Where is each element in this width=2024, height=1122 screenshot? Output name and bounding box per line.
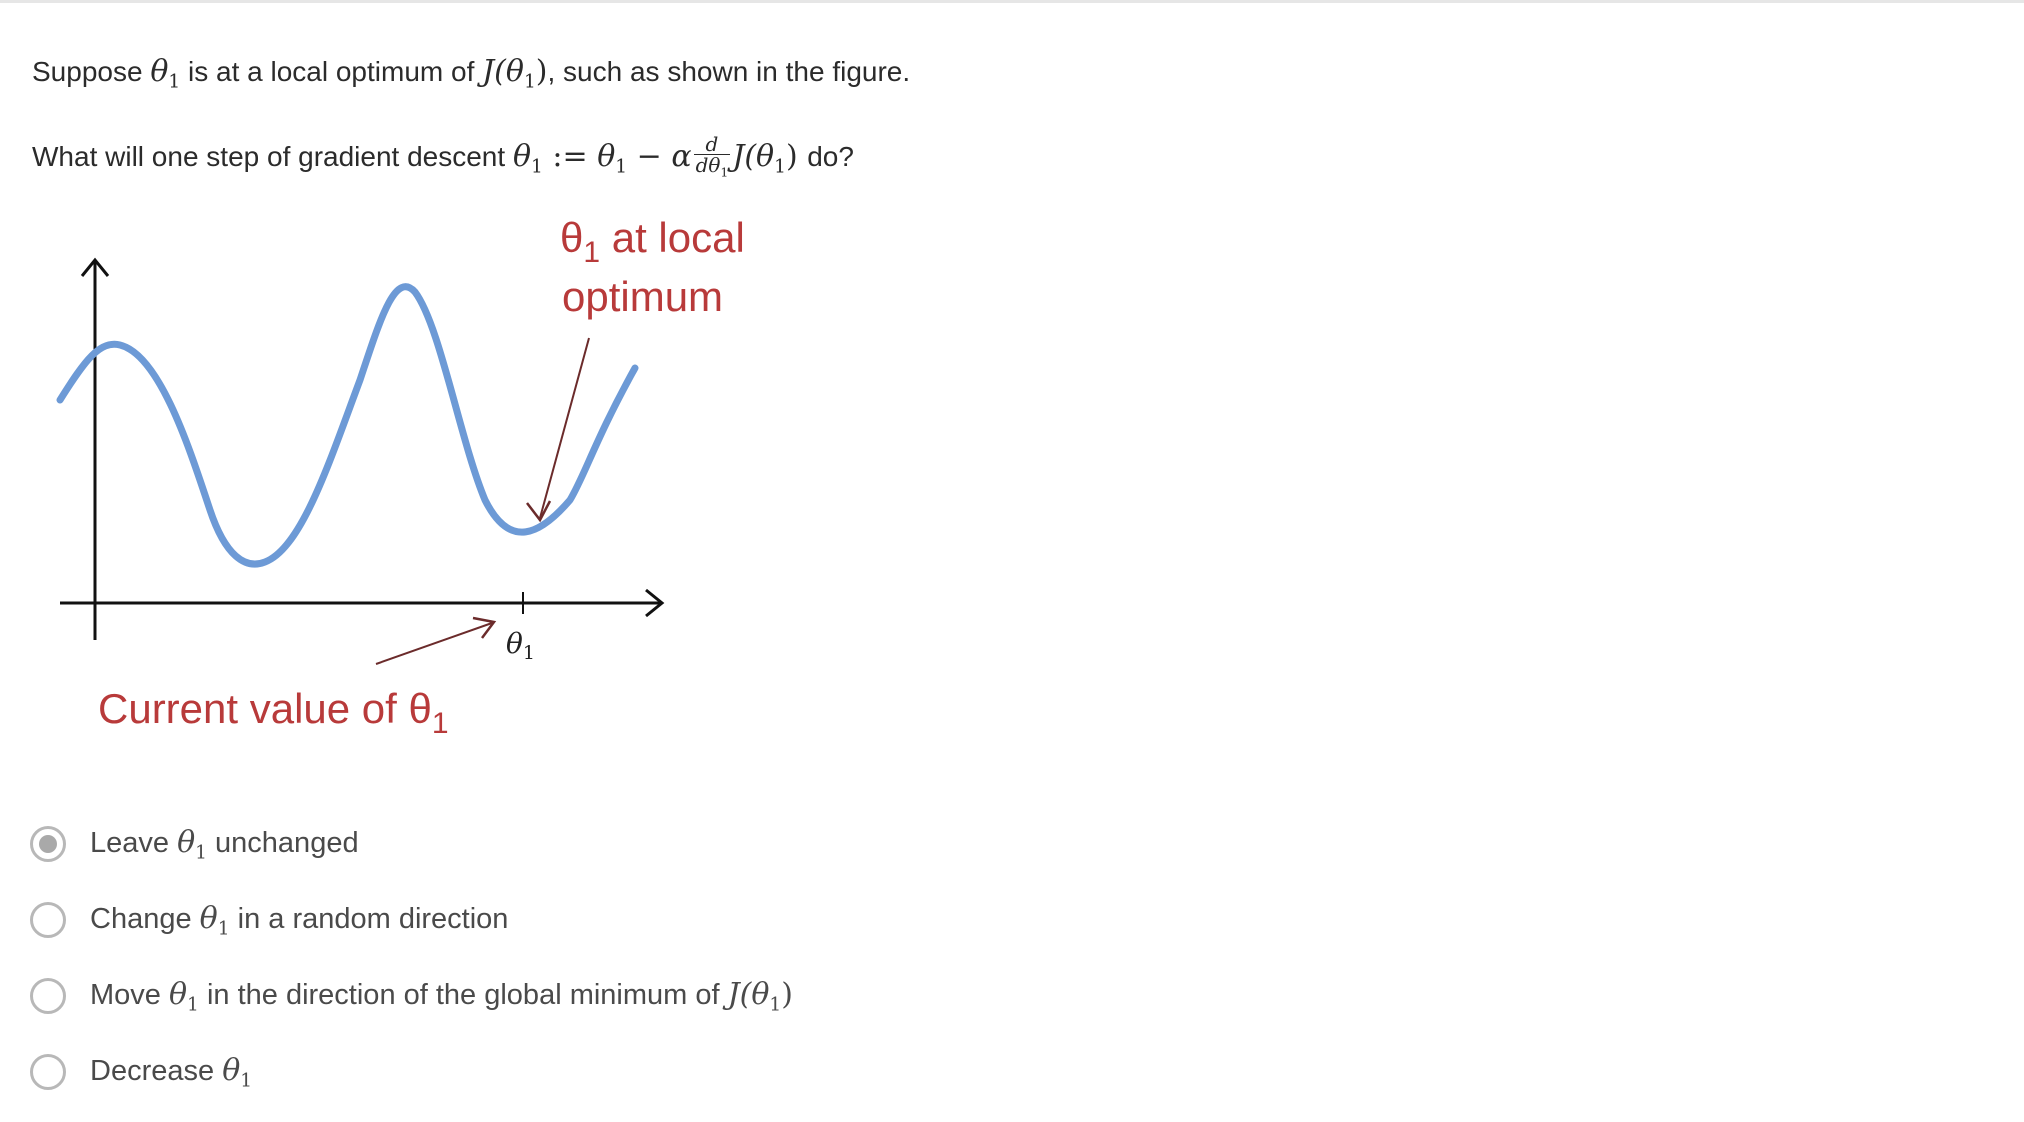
option-label: Change θ1 in a random direction <box>90 900 509 940</box>
option-random-direction[interactable]: Change θ1 in a random direction <box>30 882 1230 958</box>
math-update-rule: θ1 := θ1 − α d dθ1 J(θ1) <box>513 134 807 179</box>
option-decrease[interactable]: Decrease θ1 <box>30 1034 1230 1110</box>
cost-curve <box>56 283 639 568</box>
derivative-fraction: d dθ1 <box>693 132 731 180</box>
question-text: do? <box>807 141 854 173</box>
question-text: , such as shown in the figure. <box>547 56 911 87</box>
radio-button[interactable] <box>30 1054 66 1090</box>
option-leave-unchanged[interactable]: Leave θ1 unchanged <box>30 806 1230 882</box>
radio-button[interactable] <box>30 902 66 938</box>
question-line-1: Suppose θ1 is at a local optimum of J(θ1… <box>32 52 910 103</box>
question-line-2: What will one step of gradient descent θ… <box>32 134 854 188</box>
annotation-local-optimum-line1: θ1 at local <box>560 214 745 269</box>
question-text: is at a local optimum of <box>188 56 475 87</box>
y-axis-arrowhead <box>80 257 110 277</box>
answer-options: Leave θ1 unchanged Change θ1 in a random… <box>30 806 1230 1110</box>
x-axis-arrowhead <box>645 588 665 618</box>
math-J-theta: J(θ1) <box>482 54 548 93</box>
option-global-minimum[interactable]: Move θ1 in the direction of the global m… <box>30 958 1230 1034</box>
option-label: Decrease θ1 <box>90 1052 253 1092</box>
radio-button[interactable] <box>30 978 66 1014</box>
cost-function-figure: θ1 at local optimum θ1 Current value of … <box>40 210 800 770</box>
annotation-local-optimum-line2: optimum <box>562 273 723 320</box>
local-optimum-arrowhead <box>526 500 552 523</box>
current-value-arrowhead <box>472 616 497 639</box>
radio-button-selected[interactable] <box>30 826 66 862</box>
current-value-arrow <box>375 622 493 665</box>
option-label: Move θ1 in the direction of the global m… <box>90 976 793 1016</box>
option-label: Leave θ1 unchanged <box>90 824 359 864</box>
x-axis-theta-label: θ1 <box>506 627 535 664</box>
question-text: What will one step of gradient descent <box>32 141 506 173</box>
annotation-current-value: Current value of θ1 <box>98 685 449 740</box>
top-divider <box>0 0 2024 3</box>
figure-svg: θ1 at local optimum θ1 Current value of … <box>56 214 745 740</box>
question-text: Suppose <box>32 56 143 87</box>
math-theta: θ1 <box>150 54 181 93</box>
local-optimum-arrow <box>539 337 590 519</box>
